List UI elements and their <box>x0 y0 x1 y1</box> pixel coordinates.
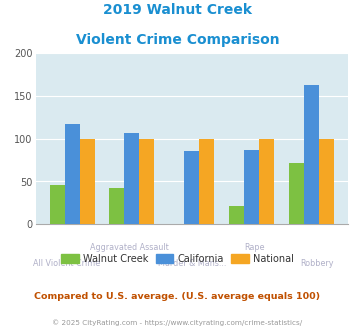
Legend: Walnut Creek, California, National: Walnut Creek, California, National <box>58 249 297 267</box>
Text: Murder & Mans...: Murder & Mans... <box>158 259 226 268</box>
Bar <box>65 124 80 224</box>
Text: All Violent Crime: All Violent Crime <box>33 259 100 268</box>
Bar <box>289 163 304 224</box>
Text: Aggravated Assault: Aggravated Assault <box>90 243 169 251</box>
Text: Compared to U.S. average. (U.S. average equals 100): Compared to U.S. average. (U.S. average … <box>34 292 321 301</box>
Bar <box>80 139 94 224</box>
Bar <box>125 133 140 224</box>
Text: © 2025 CityRating.com - https://www.cityrating.com/crime-statistics/: © 2025 CityRating.com - https://www.city… <box>53 319 302 326</box>
Bar <box>229 206 244 224</box>
Bar <box>244 150 259 224</box>
Text: Robbery: Robbery <box>300 259 333 268</box>
Text: Violent Crime Comparison: Violent Crime Comparison <box>76 33 279 47</box>
Bar <box>184 150 199 224</box>
Bar <box>50 185 65 224</box>
Bar <box>199 139 214 224</box>
Bar <box>140 139 154 224</box>
Bar <box>109 187 125 224</box>
Bar <box>304 85 319 224</box>
Bar <box>319 139 334 224</box>
Text: Rape: Rape <box>244 243 264 251</box>
Bar <box>259 139 274 224</box>
Text: 2019 Walnut Creek: 2019 Walnut Creek <box>103 3 252 17</box>
